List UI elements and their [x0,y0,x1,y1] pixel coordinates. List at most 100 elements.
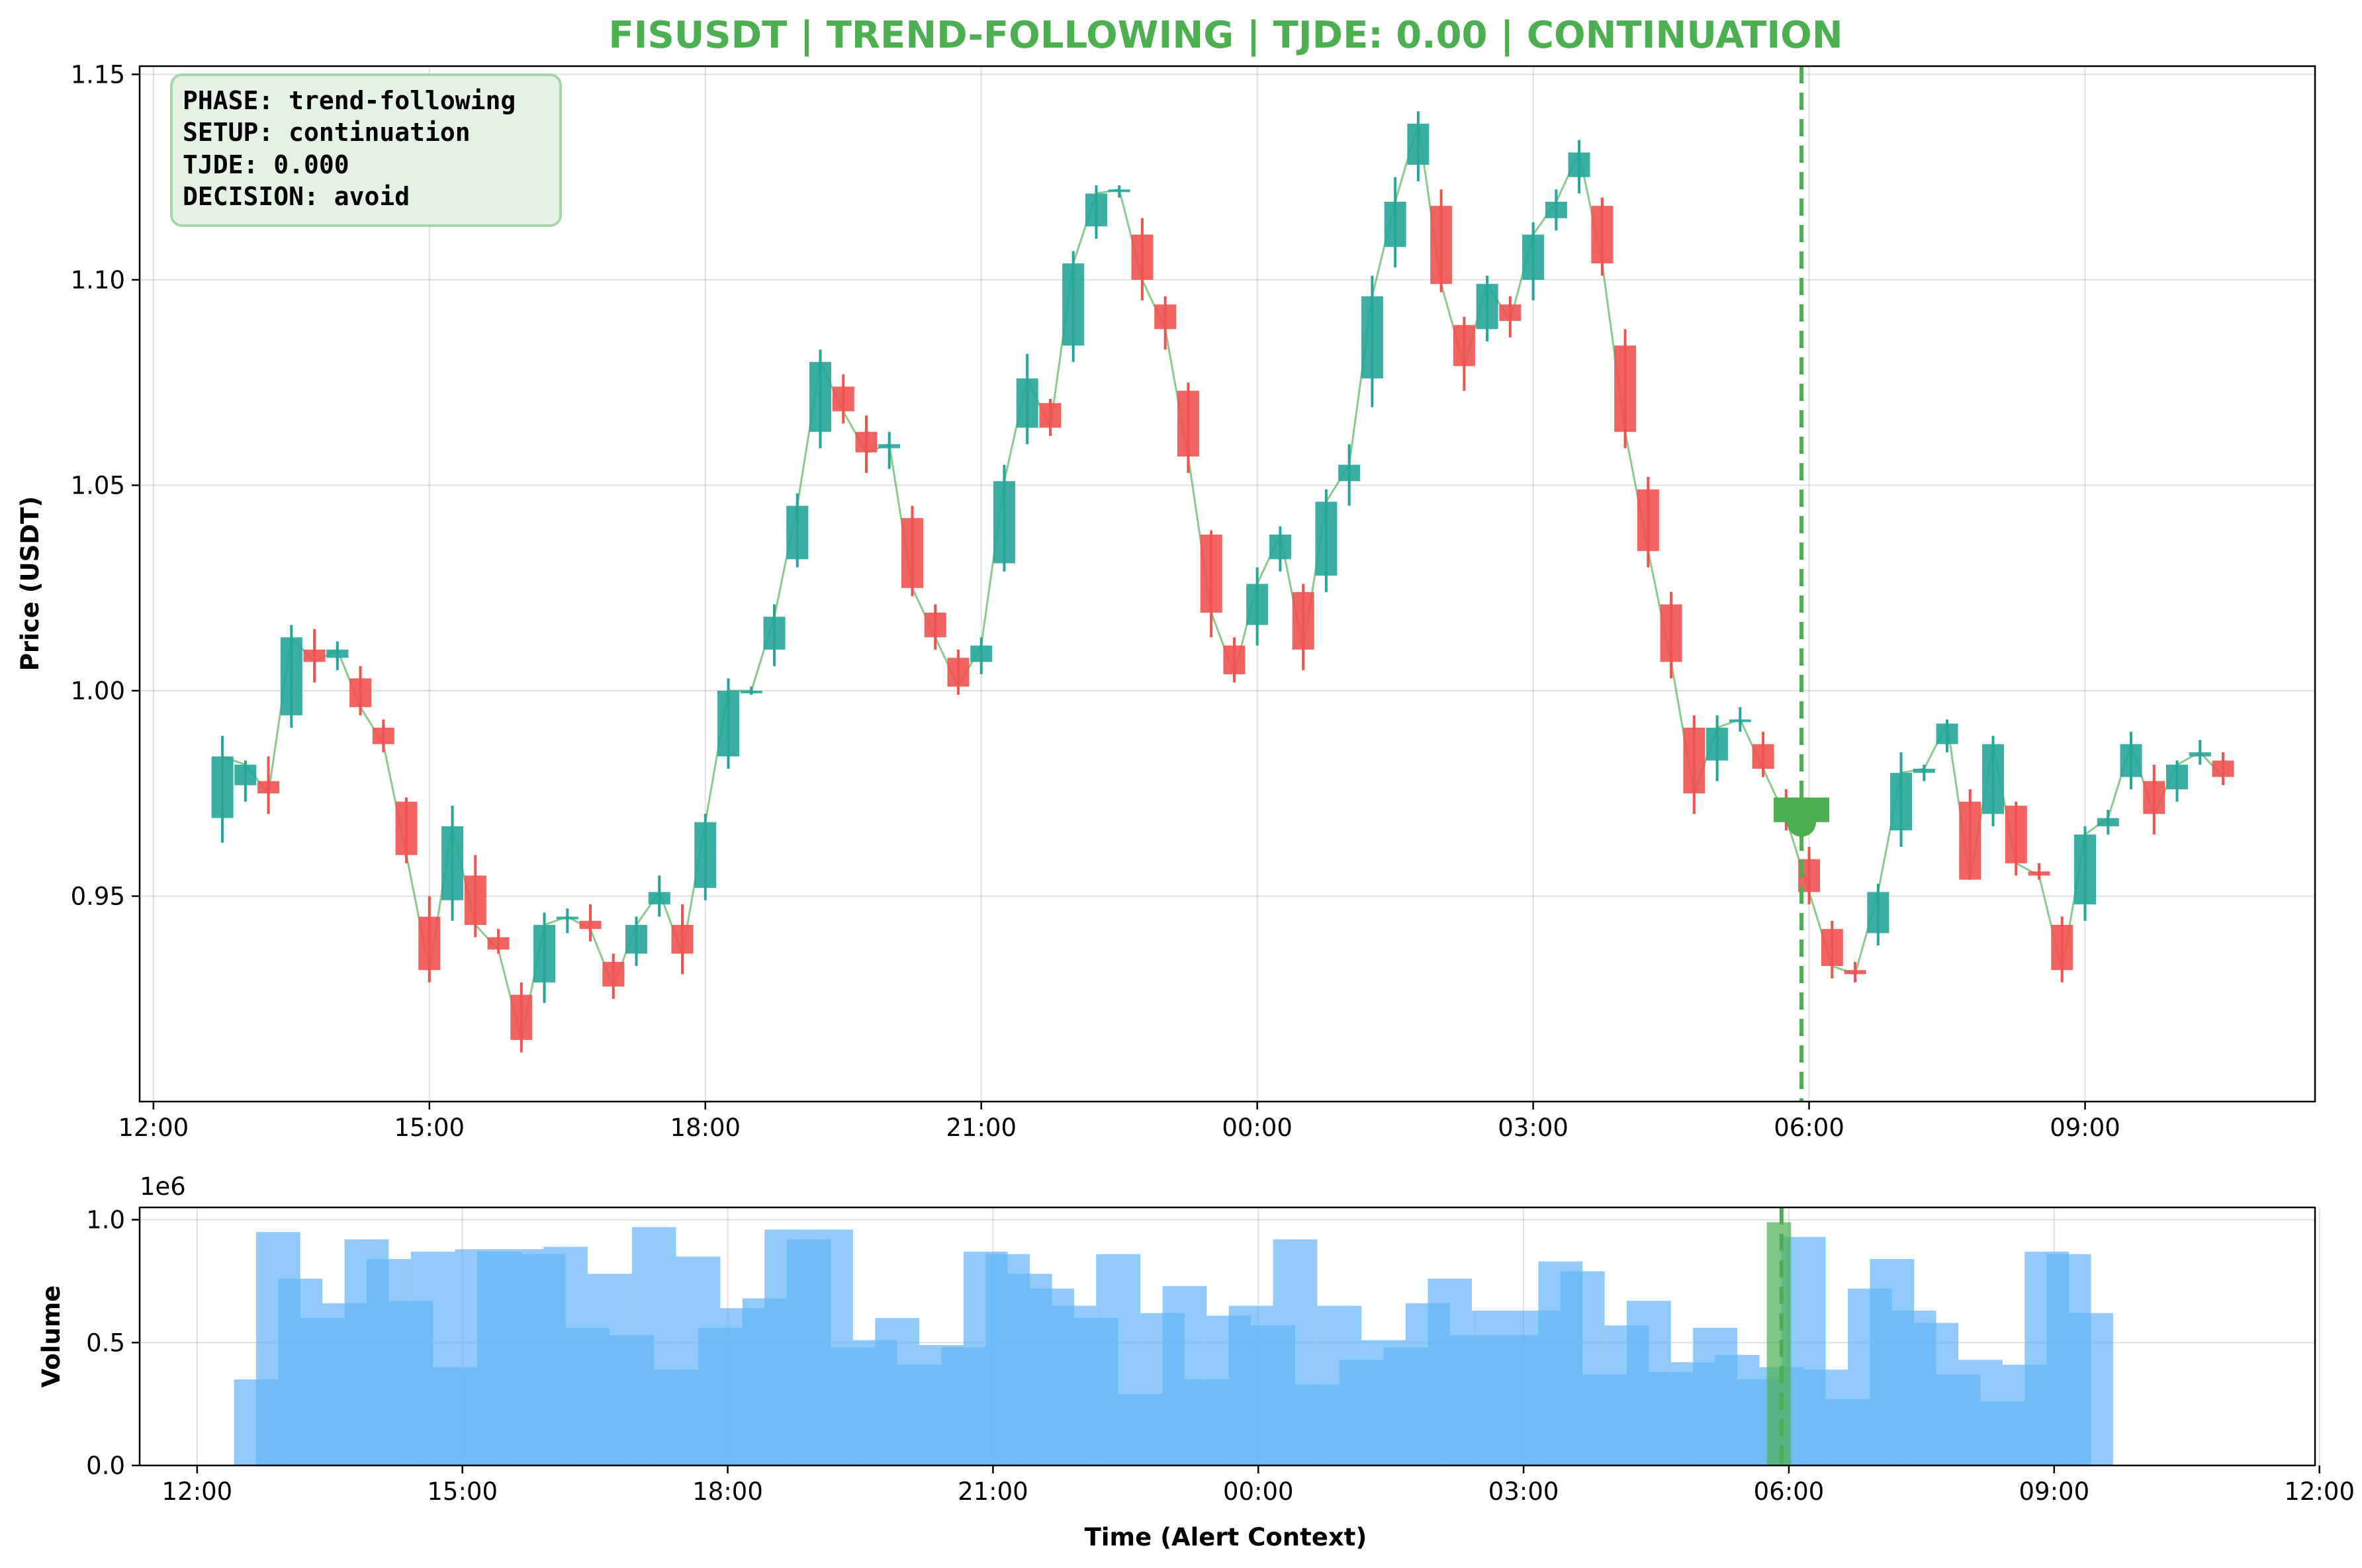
candlestick [1476,275,1498,342]
candle-body [1039,403,1062,428]
candlestick [280,625,302,728]
candlestick [2051,916,2073,982]
candle-body [1085,193,1107,227]
candlestick [1108,185,1130,198]
price-x-tick-label: 09:00 [2050,1113,2120,1142]
info-box-background [170,73,562,227]
candlestick [602,953,625,999]
price-x-tick-label: 00:00 [1222,1113,1293,1142]
candlestick [1085,185,1107,239]
candle-body [303,649,326,662]
price-y-tick-label: 1.15 [71,60,125,89]
candle-body [2212,760,2234,777]
candlestick [1683,715,1705,814]
volume-bars [234,1227,2113,1465]
volume-y-tick-label: 0.5 [86,1328,125,1357]
candlestick [648,875,670,917]
candle-body [2005,805,2027,863]
candle-body [2143,781,2165,814]
candle-body [924,612,946,638]
candlestick [1246,567,1269,646]
candlestick [1223,637,1246,683]
price-plot-frame [138,65,2316,1103]
candlestick [809,349,831,449]
volume-bar [2069,1313,2113,1465]
candlestick [1131,218,1154,300]
candle-body [1292,591,1314,650]
volume-y-ticks: 0.0 0.5 1.0 [86,1206,140,1480]
candle-body [717,690,740,757]
candle-body [1752,744,1774,769]
volume-alert-marker [1766,1207,1792,1465]
price-x-ticks: 12:00 15:00 18:00 21:00 00:00 03:00 06:00 09:00 [118,1102,2120,1142]
candle-body [671,924,694,954]
candle-body [418,916,441,971]
candle-body [1683,727,1705,794]
candlestick [579,904,602,941]
volume-x-tick-label: 15:00 [427,1477,498,1506]
candle-body [2051,924,2073,971]
candle-body [1223,645,1246,675]
candle-body [1338,464,1361,482]
candle-body [1591,206,1613,264]
volume-x-ticks: 12:00 15:00 18:00 21:00 00:00 03:00 06:00 09:00… [162,1465,2355,1506]
candlestick [1637,477,1659,568]
candle-body [694,822,717,889]
volume-panel: 0.0 0.5 1.0 12:00 15:00 18:00 21:00 00:00 03:00… [37,1172,2355,1551]
candle-body [648,892,670,904]
candle-body [533,924,556,982]
price-x-tick-label: 12:00 [118,1113,189,1142]
candlestick [1591,197,1613,276]
candlestick [694,814,717,900]
candlestick [1039,399,1062,436]
volume-y-tick-label: 1.0 [86,1206,125,1235]
candlestick [1936,719,1958,753]
volume-x-tick-label: 00:00 [1223,1477,1294,1506]
candlestick [1338,444,1361,506]
candlestick [487,929,510,954]
candle-body [855,431,878,453]
info-tjde: TJDE: 0.000 [183,150,349,179]
candle-body [1407,123,1430,165]
candlestick [1545,189,1567,231]
candle-body [602,961,625,987]
chart-title: FISUSDT | TREND-FOLLOWING | TJDE: 0.00 |… [608,14,1842,57]
candle-body [2074,834,2097,904]
alert-marker [1773,66,1829,1102]
candlestick [1752,732,1774,777]
candle-body [1729,719,1751,722]
info-phase: PHASE: trend-following [183,86,516,115]
candle-body [1706,727,1729,761]
candlestick [763,604,786,666]
candlestick [625,916,648,967]
candlestick [970,637,993,675]
price-x-tick-label: 15:00 [394,1113,465,1142]
candle-body [1200,534,1222,613]
candle-body [1269,534,1291,560]
candlestick [326,641,349,670]
candle-body [234,764,257,785]
price-x-tick-label: 06:00 [1774,1113,1844,1142]
volume-x-tick-label: 06:00 [1754,1477,1825,1506]
candle-body [579,920,602,930]
candle-body [2189,752,2211,757]
candlestick [257,756,280,814]
candlestick [947,649,970,695]
candle-body [1430,206,1453,284]
candle-body [1545,201,1567,218]
candle-body [809,362,831,432]
candle-body [1453,325,1475,367]
candle-body [970,645,993,662]
volume-x-tick-label: 12:00 [162,1477,233,1506]
candle-body [1959,801,1981,880]
candle-body [1384,201,1406,247]
volume-x-axis-label: Time (Alert Context) [1085,1523,1367,1551]
price-panel: 0.95 1.00 1.05 1.10 1.15 12:00 15:00 18:00 21:0… [16,60,2316,1142]
close-price-line [222,123,2224,1041]
candle-body [1361,296,1383,378]
candlestick [418,896,441,982]
candle-body [395,801,418,855]
candlestick [1959,789,1981,880]
candlestick [1016,353,1038,445]
